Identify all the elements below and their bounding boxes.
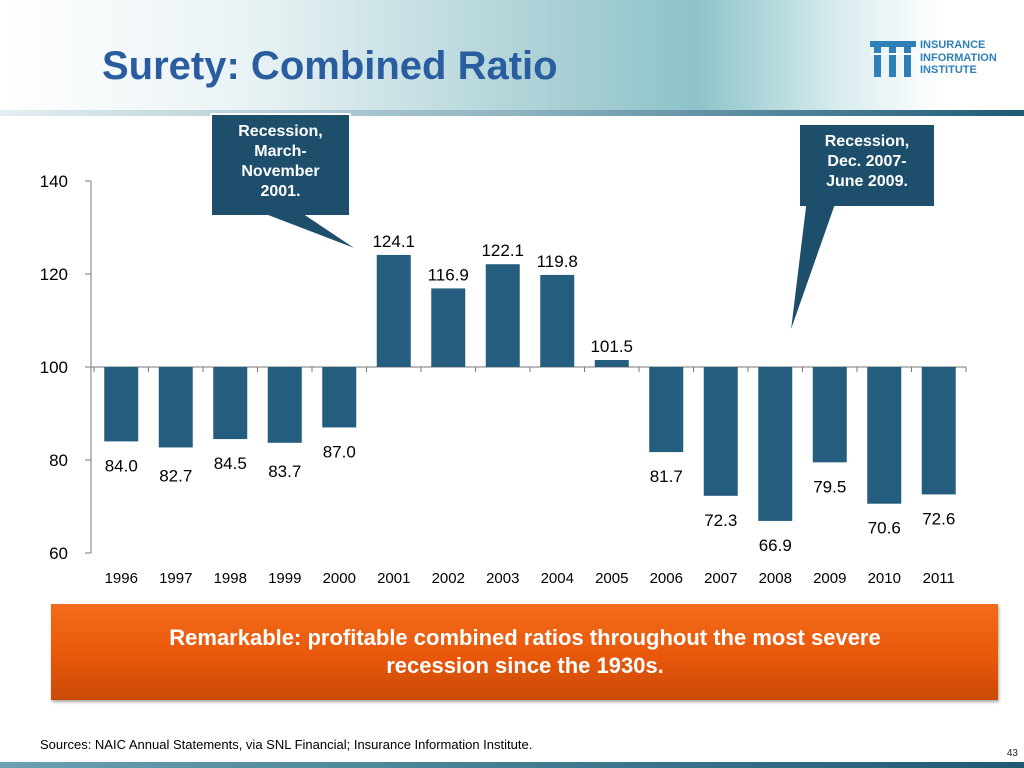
data-label-1999: 83.7 (268, 462, 301, 481)
header-background (0, 0, 1024, 110)
logo-line-2: INFORMATION (920, 51, 997, 64)
callout-2008-box (788, 123, 936, 339)
data-label-1997: 82.7 (159, 466, 192, 485)
y-tick-label: 120 (40, 265, 68, 284)
x-tick-label: 2010 (868, 570, 901, 587)
bar-2007 (703, 367, 738, 496)
x-tick-label: 1999 (268, 570, 301, 587)
bar-2006 (649, 367, 684, 453)
bar-1997 (158, 367, 193, 448)
bar-2009 (812, 367, 847, 463)
bottom-bar (0, 762, 1024, 768)
x-tick-label: 1996 (105, 570, 138, 587)
x-tick-label: 1998 (214, 570, 247, 587)
data-label-1996: 84.0 (105, 456, 138, 475)
x-tick-label: 2001 (377, 570, 410, 587)
callout-2001-text: Recession, March- November 2001. (211, 122, 350, 202)
logo-line-3: INSTITUTE (920, 64, 977, 76)
x-tick-label: 2004 (541, 570, 574, 587)
bar-2008 (758, 367, 793, 521)
x-tick-label: 2008 (759, 570, 792, 587)
data-label-2007: 72.3 (704, 511, 737, 530)
callout-2001-line-4: 2001. (260, 183, 301, 200)
page-number: 43 (1006, 748, 1018, 759)
data-label-2004: 119.8 (537, 252, 578, 271)
x-tick-label: 1997 (159, 570, 192, 587)
data-label-2008: 66.9 (759, 536, 792, 555)
bar-1996 (104, 367, 139, 442)
x-tick-label: 2011 (923, 570, 955, 587)
bar-1999 (267, 367, 302, 443)
y-tick-label: 80 (49, 451, 68, 470)
data-label-2006: 81.7 (650, 467, 683, 486)
data-label-2001: 124.1 (372, 232, 415, 251)
x-tick-label: 2003 (486, 570, 519, 587)
data-label-2002: 116.9 (428, 265, 469, 284)
logo-text: INSURANCE INFORMATION INSTITUTE (920, 39, 997, 77)
bar-2002 (431, 288, 466, 367)
slide-title: Surety: Combined Ratio (102, 44, 558, 88)
bar-2011 (921, 367, 956, 495)
source-note: Sources: NAIC Annual Statements, via SNL… (40, 737, 533, 752)
callout-2008-text: Recession, Dec. 2007- June 2009. (799, 132, 935, 192)
x-tick-label: 2009 (813, 570, 846, 587)
callout-2001-line-1: Recession, (238, 123, 323, 140)
x-tick-label: 2007 (704, 570, 737, 587)
data-label-2005: 101.5 (590, 337, 633, 356)
data-label-2009: 79.5 (813, 477, 846, 496)
callout-2001-line-3: November (241, 163, 320, 180)
y-tick-label: 140 (40, 172, 68, 191)
bar-2001 (376, 254, 411, 367)
bar-2005 (594, 360, 629, 367)
callout-2008-line-2: Dec. 2007- (827, 153, 907, 170)
conclusion-line-2: recession since the 1930s. (386, 653, 664, 678)
combined-ratio-chart: 60 80 100 120 140 84.0 1996 82.7 1997 84.5 1998 83… (40, 113, 967, 587)
x-tick-label: 2002 (432, 570, 465, 587)
data-label-2011: 72.6 (922, 509, 955, 528)
logo-line-1: INSURANCE (920, 39, 986, 51)
y-tick-label: 60 (49, 544, 68, 563)
conclusion-line-1: Remarkable: profitable combined ratios t… (169, 625, 881, 650)
data-label-2003: 122.1 (481, 241, 524, 260)
conclusion-banner (51, 604, 998, 700)
callout-2008-line-3: June 2009. (826, 173, 908, 190)
y-tick-label: 100 (40, 358, 68, 377)
bar-2000 (322, 367, 357, 428)
data-label-1998: 84.5 (214, 454, 247, 473)
header-rule (0, 110, 1024, 116)
callout-2001-box (210, 113, 363, 253)
bar-2003 (485, 264, 520, 367)
data-label-2000: 87.0 (323, 442, 356, 461)
callout-2001-line-2: March- (254, 143, 307, 160)
data-label-2010: 70.6 (868, 519, 901, 538)
x-tick-label: 2006 (650, 570, 683, 587)
bar-2004 (540, 274, 575, 367)
iii-logo-icon (870, 41, 917, 77)
x-tick-label: 2005 (595, 570, 628, 587)
x-tick-label: 2000 (323, 570, 356, 587)
bar-2010 (867, 367, 902, 504)
conclusion-text: Remarkable: profitable combined ratios t… (90, 624, 960, 680)
callout-2008-line-1: Recession, (824, 133, 910, 150)
bar-1998 (213, 367, 248, 440)
